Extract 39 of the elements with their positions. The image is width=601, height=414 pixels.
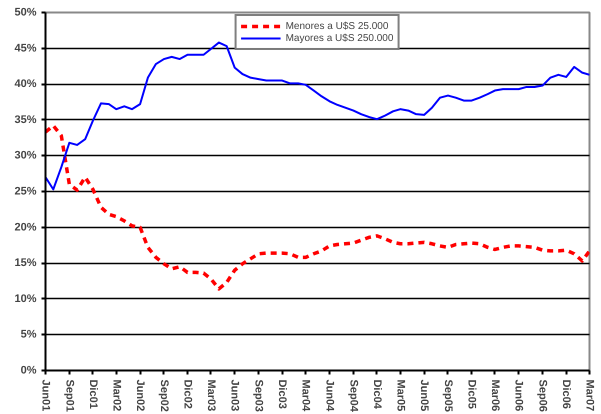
x-tick-label: Jun05 xyxy=(418,380,430,412)
x-tick-label: Jun06 xyxy=(512,380,525,412)
x-tick-label: Mar05 xyxy=(394,380,406,412)
y-tick-label: 20% xyxy=(14,221,37,234)
y-tick-label: 35% xyxy=(14,114,37,126)
x-tick-label: Mar04 xyxy=(300,380,312,412)
x-tick-label: Dic02 xyxy=(182,380,194,409)
x-tick-label: Sep06 xyxy=(536,380,549,412)
y-tick-label: 5% xyxy=(20,328,37,341)
x-tick-label: Jun03 xyxy=(228,380,241,412)
legend-label: Mayores a U$S 250.000 xyxy=(286,32,394,44)
y-tick-label: 40% xyxy=(14,78,37,90)
x-tick-label: Dic06 xyxy=(560,380,572,409)
x-tick-label: Mar02 xyxy=(110,380,122,412)
x-tick-label: Mar07 xyxy=(584,380,596,412)
y-tick-label: 45% xyxy=(14,42,37,54)
y-tick-label: 10% xyxy=(14,292,37,305)
x-tick-label: Mar03 xyxy=(204,380,217,412)
legend-label: Menores a U$S 25.000 xyxy=(286,20,388,32)
x-tick-label: Sep02 xyxy=(158,380,170,412)
y-tick-label: 25% xyxy=(14,186,37,198)
y-tick-label: 15% xyxy=(14,257,37,270)
x-tick-label: Mar06 xyxy=(488,380,501,412)
line-series xyxy=(46,124,590,291)
x-tick-label: Jun02 xyxy=(134,380,146,412)
x-tick-label: Jun01 xyxy=(40,380,52,412)
x-tick-label: Sep03 xyxy=(252,380,265,412)
x-tick-label: Dic04 xyxy=(370,380,383,410)
x-tick-label: Sep01 xyxy=(63,380,76,412)
y-tick-label: 50% xyxy=(14,6,37,18)
y-tick-label: 30% xyxy=(14,150,37,162)
x-tick-label: Dic05 xyxy=(466,380,478,409)
x-tick-label: Sep04 xyxy=(347,380,360,413)
x-tick-label: Jun04 xyxy=(324,380,336,412)
x-tick-label: Dic03 xyxy=(276,380,288,409)
line-series xyxy=(46,42,590,190)
x-tick-label: Sep05 xyxy=(442,380,454,412)
y-tick-label: 0% xyxy=(20,364,37,376)
x-tick-label: Dic01 xyxy=(86,380,99,409)
